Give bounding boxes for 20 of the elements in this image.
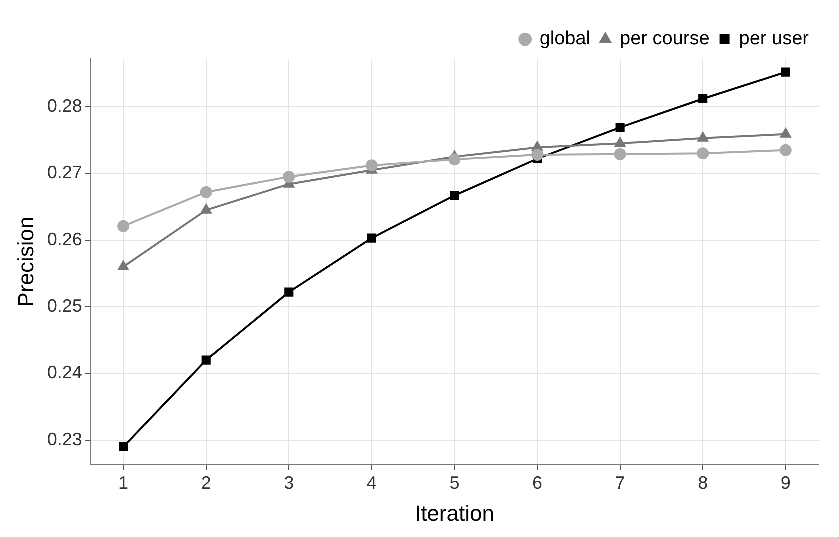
y-tick-label: 0.24: [47, 362, 82, 383]
x-tick-label: 4: [366, 472, 377, 493]
y-tick-label: 0.23: [47, 429, 82, 450]
x-tick-label: 5: [450, 472, 460, 493]
y-tick-label: 0.28: [47, 96, 82, 116]
legend-label: global: [540, 28, 591, 50]
x-tick-label: 3: [284, 472, 294, 493]
y-tick-label: 0.26: [47, 229, 82, 250]
x-axis-title: Iteration: [414, 500, 494, 526]
y-axis-title: Precision: [13, 216, 38, 308]
x-tick-label: 9: [780, 472, 791, 493]
x-tick-label: 8: [698, 472, 708, 493]
x-tick-label: 7: [615, 472, 626, 493]
x-tick-label: 6: [532, 472, 543, 493]
x-tick-label: 1: [118, 472, 129, 493]
y-tick-label: 0.27: [47, 162, 82, 183]
legend-label: per course: [620, 28, 710, 50]
legend-label: per user: [739, 28, 810, 50]
x-tick-label: 2: [201, 472, 212, 493]
y-tick-label: 0.25: [47, 296, 82, 316]
